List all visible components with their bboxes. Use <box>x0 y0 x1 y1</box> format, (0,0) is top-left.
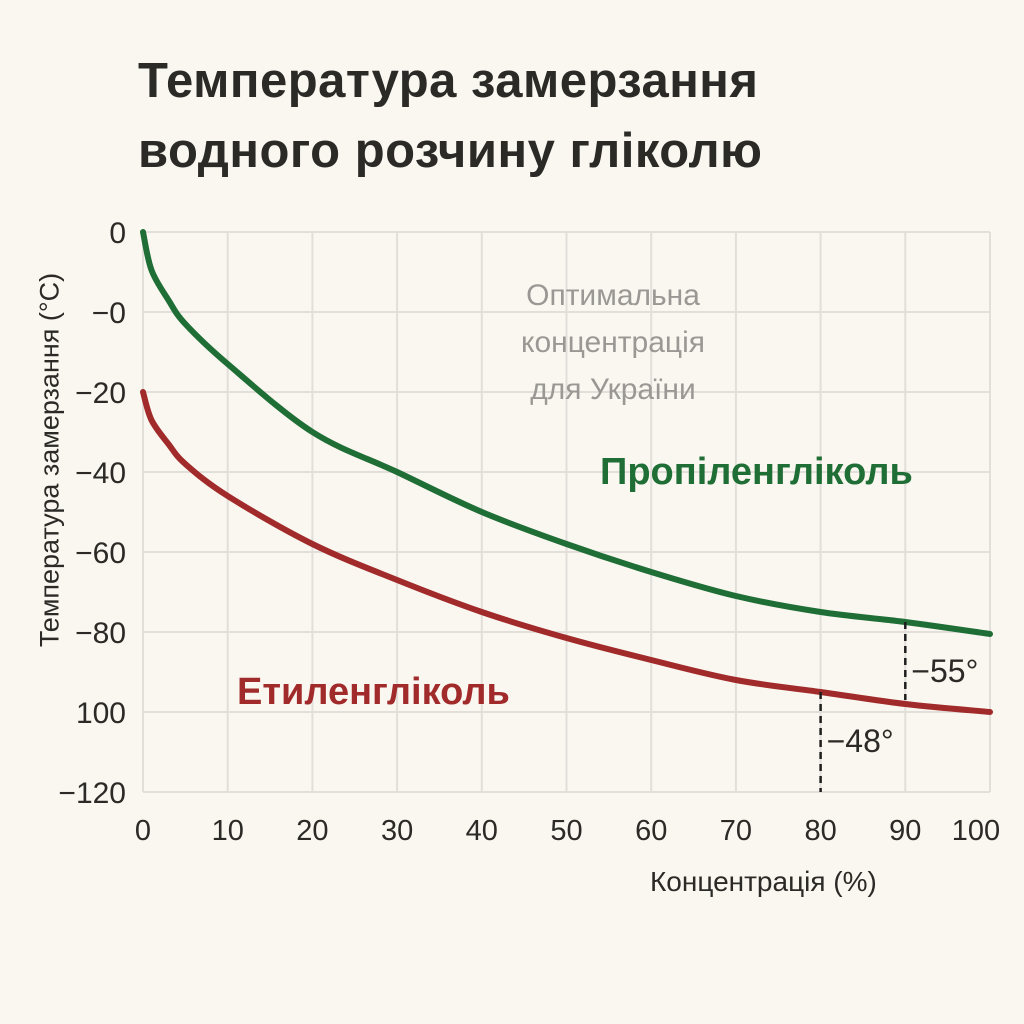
y-tick-label: 100 <box>76 697 126 730</box>
y-tick-label: −40 <box>75 457 126 490</box>
x-tick-label: 30 <box>381 815 413 847</box>
y-tick-label: −0 <box>92 297 126 330</box>
x-tick-label: 10 <box>212 815 244 847</box>
x-tick-label: 50 <box>550 815 582 847</box>
chart-title: Температура замерзання водного розчину г… <box>138 46 762 186</box>
annotation-label: −48° <box>827 723 894 759</box>
optimal-concentration-note: для України <box>530 373 695 406</box>
x-tick-label: 80 <box>804 815 836 847</box>
x-axis-label: Концентрація (%) <box>650 866 877 897</box>
x-tick-label: 60 <box>635 815 667 847</box>
title-line-1: Температура замерзання <box>138 54 759 108</box>
optimal-concentration-note: Оптимальна <box>526 279 700 312</box>
y-tick-label: −60 <box>75 537 126 570</box>
y-tick-label: 0 <box>109 217 126 250</box>
y-tick-label: −80 <box>75 617 126 650</box>
x-tick-label: 100 <box>952 815 1000 847</box>
x-tick-label: 90 <box>889 815 921 847</box>
x-tick-label: 20 <box>296 815 328 847</box>
series-line-propylene-glycol <box>140 229 993 637</box>
series-line-ethylene-glycol <box>140 389 993 715</box>
y-axis-label: Температура замерзання (°C) <box>34 272 65 648</box>
optimal-concentration-note: концентрація <box>521 326 705 359</box>
title-line-2: водного розчину гліколю <box>138 124 763 178</box>
series-label-ethylene-glycol: Етиленгліколь <box>237 671 510 713</box>
x-tick-label: 40 <box>466 815 498 847</box>
y-tick-label: −20 <box>75 377 126 410</box>
annotation-label: −55° <box>911 653 978 689</box>
y-tick-label: −120 <box>58 777 126 810</box>
series-label-propylene-glycol: Пропіленгліколь <box>600 451 913 493</box>
x-tick-label: 0 <box>135 815 151 847</box>
x-tick-label: 70 <box>720 815 752 847</box>
